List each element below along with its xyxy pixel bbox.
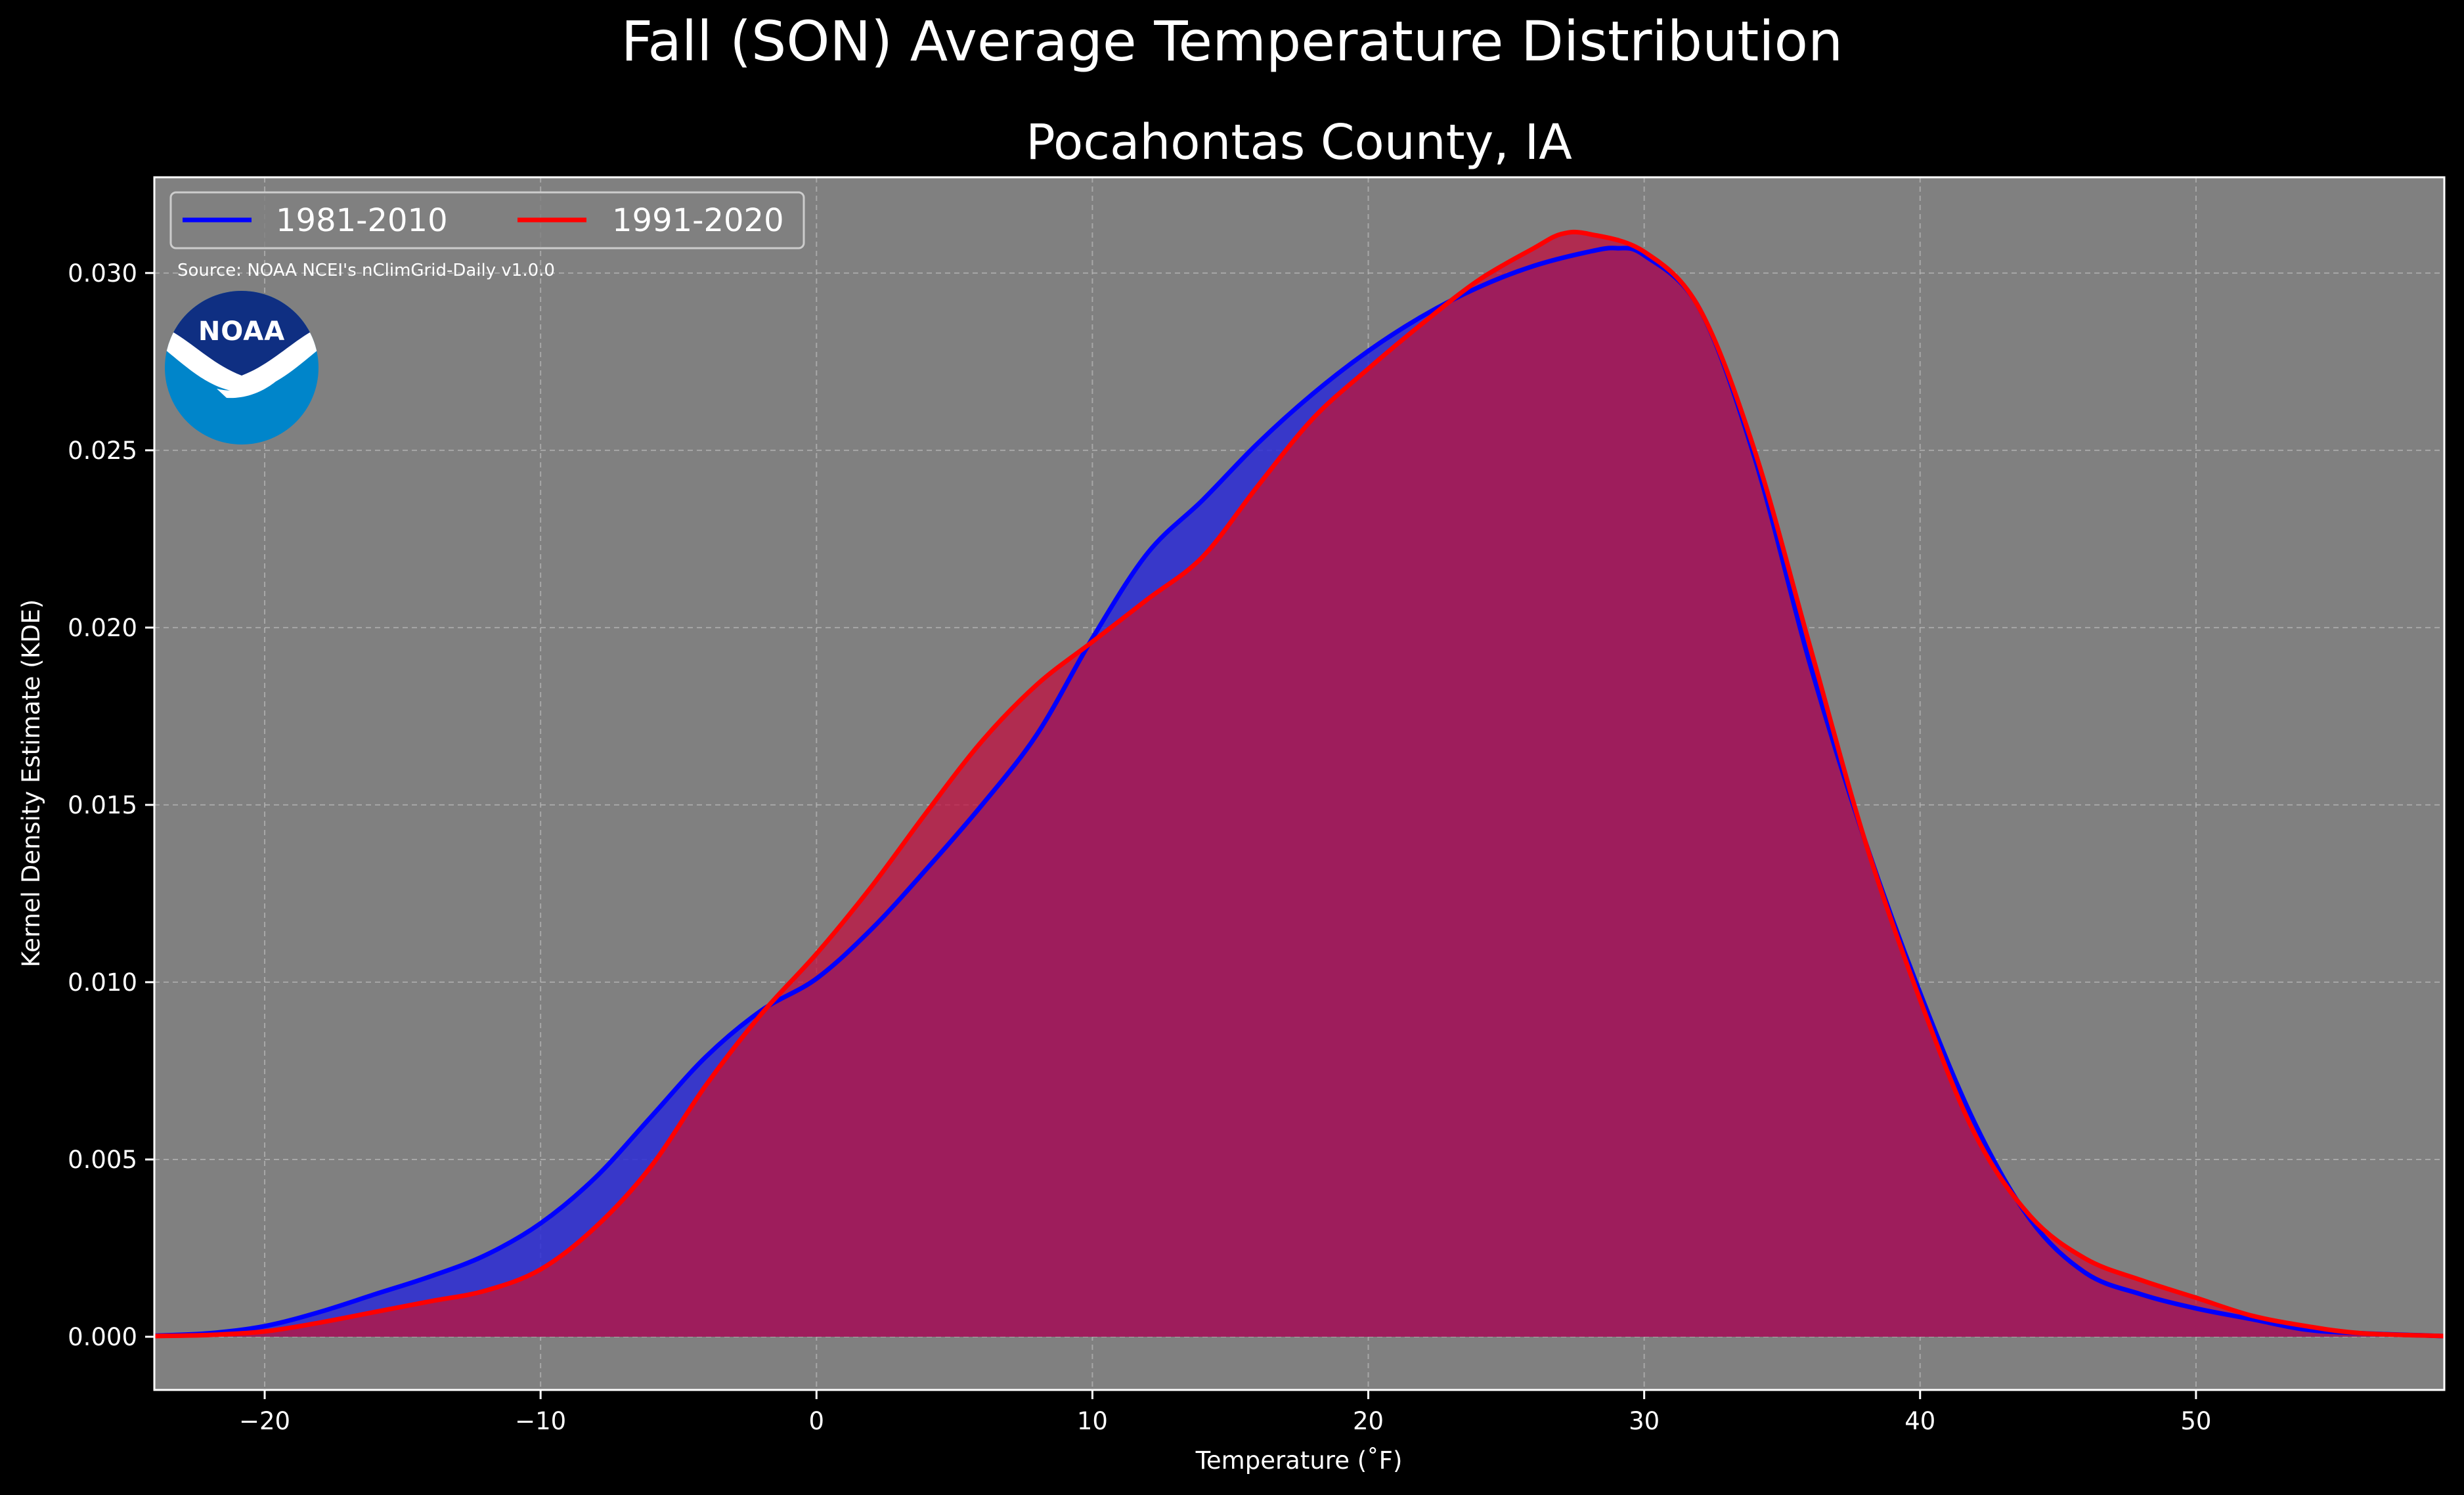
source-annotation: Source: NOAA NCEI's nClimGrid-Daily v1.0… [177, 261, 555, 280]
y-tick-label: 0.010 [68, 968, 137, 997]
noaa-logo-icon: NOAA [165, 291, 319, 444]
series-line-1991-2020 [154, 229, 2444, 1339]
x-axis: −20 −10 0 10 20 30 40 50 [239, 1390, 2211, 1435]
y-tick-label: 0.005 [68, 1146, 137, 1174]
y-tick-label: 0.030 [68, 259, 137, 288]
series-overlap-fill [154, 248, 2444, 1337]
x-tick-label: 50 [2180, 1407, 2211, 1435]
x-tick-label: −10 [515, 1407, 566, 1435]
legend-label-1981-2010: 1981-2010 [276, 202, 448, 239]
x-tick-label: 10 [1077, 1407, 1108, 1435]
legend-box [169, 191, 805, 249]
y-axis: 0.000 0.005 0.010 0.015 0.020 0.025 0.030 [68, 259, 154, 1351]
y-tick-label: 0.025 [68, 437, 137, 465]
x-tick-label: 40 [1904, 1407, 1935, 1435]
y-tick-label: 0.000 [68, 1323, 137, 1351]
legend-label-1991-2020: 1991-2020 [612, 202, 784, 239]
y-tick-label: 0.020 [68, 614, 137, 642]
y-axis-label: Kernel Density Estimate (KDE) [17, 599, 45, 968]
chart-subtitle: Pocahontas County, IA [1026, 114, 1572, 171]
x-tick-label: 30 [1629, 1407, 1660, 1435]
x-tick-label: −20 [239, 1407, 290, 1435]
legend: 1981-2010 1991-2020 [169, 191, 805, 249]
chart-title: Fall (SON) Average Temperature Distribut… [621, 9, 1843, 74]
x-tick-label: 20 [1353, 1407, 1384, 1435]
x-tick-label: 0 [809, 1407, 825, 1435]
y-tick-label: 0.015 [68, 791, 137, 819]
x-axis-label: Temperature (˚F) [1195, 1446, 1403, 1475]
logo-text: NOAA [198, 316, 285, 347]
plot-frame [153, 176, 2446, 1391]
